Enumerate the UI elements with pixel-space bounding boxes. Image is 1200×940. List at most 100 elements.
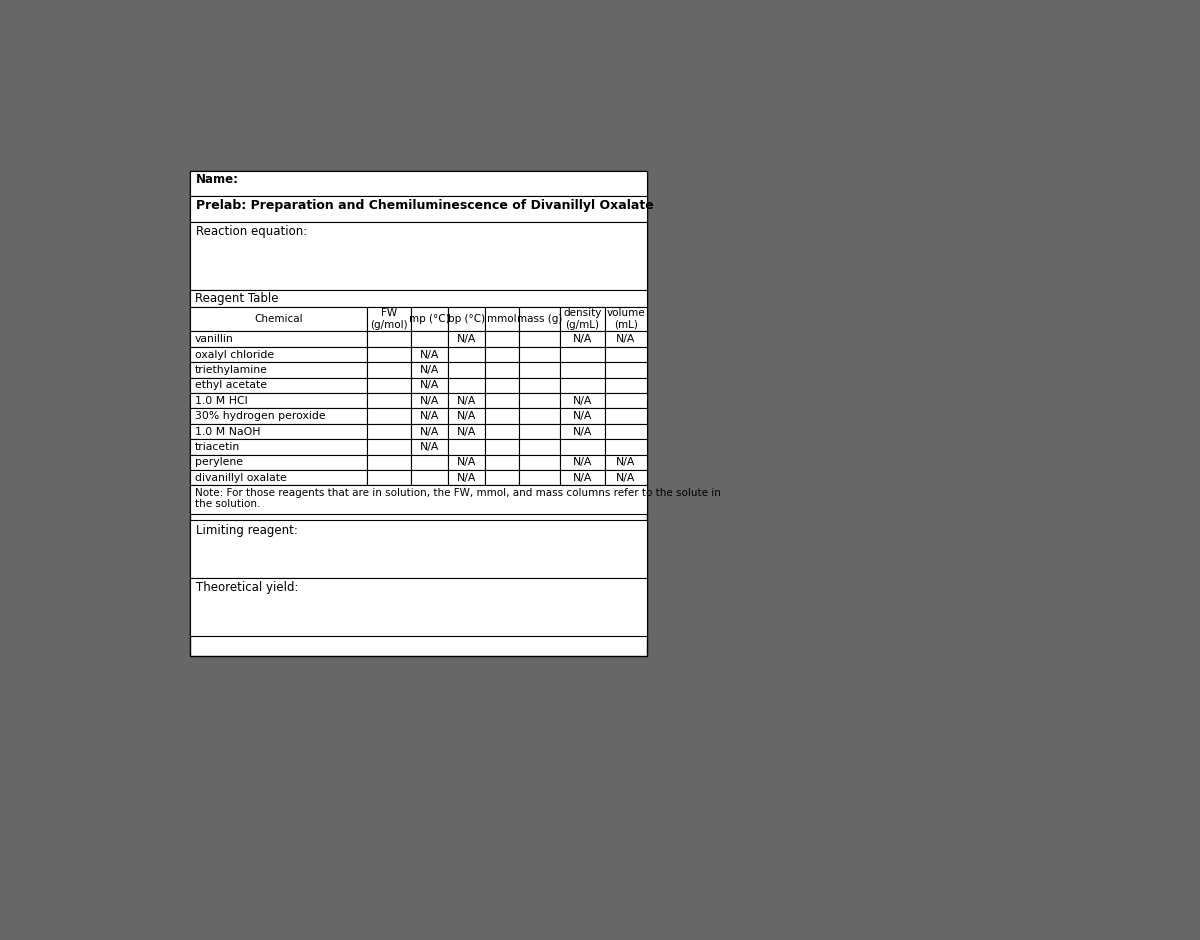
Bar [448,306,486,332]
Bar [191,409,367,424]
Text: N/A: N/A [572,335,592,344]
Text: 30% hydrogen peroxide: 30% hydrogen peroxide [194,411,325,421]
Bar [367,439,410,455]
Text: N/A: N/A [457,335,476,344]
Bar [191,222,647,290]
Bar [486,306,520,332]
Bar [520,439,559,455]
Bar [520,409,559,424]
Text: N/A: N/A [572,411,592,421]
Text: N/A: N/A [572,396,592,406]
Text: N/A: N/A [420,442,439,452]
Bar [520,470,559,485]
Bar [605,347,647,362]
Bar [520,424,559,439]
Bar [367,378,410,393]
Text: N/A: N/A [617,335,636,344]
Bar [448,470,486,485]
Bar [410,424,448,439]
Bar [191,378,367,393]
Text: Name:: Name: [196,174,239,186]
Bar [559,378,605,393]
Bar [191,470,367,485]
Text: divanillyl oxalate: divanillyl oxalate [194,473,287,483]
Bar [605,332,647,347]
Bar [605,378,647,393]
Bar [448,439,486,455]
Bar [448,455,486,470]
Bar [448,332,486,347]
Bar [486,393,520,409]
Text: Theoretical yield:: Theoretical yield: [196,582,299,594]
Text: perylene: perylene [194,458,242,467]
Bar [191,306,367,332]
Bar [410,347,448,362]
Bar [191,347,367,362]
Bar [367,332,410,347]
Bar [191,170,647,196]
Text: N/A: N/A [420,350,439,360]
Bar [559,306,605,332]
Bar [559,470,605,485]
Text: N/A: N/A [420,381,439,390]
Bar [410,455,448,470]
Bar [559,439,605,455]
Bar [486,362,520,378]
Bar [486,439,520,455]
Bar [559,455,605,470]
Bar [486,470,520,485]
Bar [605,306,647,332]
Text: N/A: N/A [617,458,636,467]
Bar [559,409,605,424]
Bar [191,362,367,378]
Bar [520,455,559,470]
Text: N/A: N/A [420,411,439,421]
Bar [486,332,520,347]
Text: N/A: N/A [457,396,476,406]
Text: N/A: N/A [420,396,439,406]
Bar [367,424,410,439]
Text: bp (°C): bp (°C) [449,314,485,324]
Bar [410,470,448,485]
Bar [367,470,410,485]
Text: N/A: N/A [572,427,592,436]
Bar [520,347,559,362]
Bar [191,485,647,514]
Bar [410,306,448,332]
Bar [559,347,605,362]
Text: Reaction equation:: Reaction equation: [196,225,307,238]
Bar [605,393,647,409]
Text: 1.0 M HCl: 1.0 M HCl [194,396,247,406]
Bar [605,409,647,424]
Text: mmol: mmol [487,314,517,324]
Bar [367,393,410,409]
Bar [559,393,605,409]
Bar [191,332,367,347]
Bar [486,378,520,393]
Text: N/A: N/A [572,473,592,483]
Bar [191,439,367,455]
Bar [191,393,367,409]
Bar [559,362,605,378]
Text: N/A: N/A [420,365,439,375]
Bar [410,362,448,378]
Text: Chemical: Chemical [254,314,302,324]
Bar [605,362,647,378]
Bar [367,362,410,378]
Text: Limiting reagent:: Limiting reagent: [196,524,298,537]
Bar [448,409,486,424]
Bar [520,378,559,393]
Bar [605,455,647,470]
Text: triethylamine: triethylamine [194,365,268,375]
Bar [605,424,647,439]
Bar [191,455,367,470]
Bar [367,455,410,470]
Bar [486,409,520,424]
Text: N/A: N/A [572,458,592,467]
Bar [410,378,448,393]
Text: density
(g/mL): density (g/mL) [563,308,601,330]
Text: N/A: N/A [457,411,476,421]
Bar [605,439,647,455]
Bar [448,347,486,362]
Bar [191,290,647,306]
